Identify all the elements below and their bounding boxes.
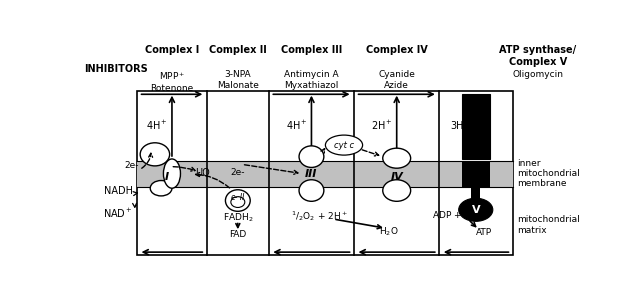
Bar: [137, 161, 513, 187]
Text: ADP + P$_i$: ADP + P$_i$: [432, 210, 473, 222]
Ellipse shape: [150, 181, 172, 196]
Text: Antimycin A
Myxathiazol: Antimycin A Myxathiazol: [284, 70, 339, 90]
Text: 3-NPA
Malonate: 3-NPA Malonate: [217, 70, 259, 90]
Ellipse shape: [299, 180, 324, 201]
Text: 4H$^+$: 4H$^+$: [286, 119, 308, 132]
Text: UQ: UQ: [195, 168, 210, 178]
Text: III: III: [305, 169, 317, 179]
Text: 2e-: 2e-: [124, 162, 139, 170]
Text: INHIBITORS: INHIBITORS: [84, 64, 148, 74]
Text: IV: IV: [390, 172, 403, 182]
Bar: [462, 94, 489, 159]
Ellipse shape: [383, 180, 411, 201]
Text: NADH: NADH: [104, 186, 133, 195]
Text: FAD: FAD: [229, 230, 247, 239]
Text: FADH$_2$: FADH$_2$: [223, 211, 253, 224]
Text: Complex IV: Complex IV: [366, 45, 428, 55]
Ellipse shape: [164, 159, 180, 188]
Ellipse shape: [225, 190, 251, 211]
Text: ATP: ATP: [475, 228, 491, 238]
Text: Cyanide
Azide: Cyanide Azide: [378, 70, 415, 90]
Text: 4H$^+$: 4H$^+$: [146, 119, 168, 132]
Text: V: V: [471, 205, 480, 215]
Text: $^{1}/_2$O$_2$ + 2H$^+$: $^{1}/_2$O$_2$ + 2H$^+$: [291, 209, 348, 223]
Text: mitochondrial
matrix: mitochondrial matrix: [518, 215, 580, 235]
Text: Complex I: Complex I: [145, 45, 199, 55]
Ellipse shape: [325, 135, 363, 155]
Text: cyt c: cyt c: [334, 141, 354, 150]
Text: 2H$^+$: 2H$^+$: [371, 119, 393, 132]
Text: MPP$^+$
Rotenone: MPP$^+$ Rotenone: [150, 70, 194, 92]
Text: e-·II: e-·II: [231, 193, 245, 202]
Ellipse shape: [383, 148, 411, 168]
Text: 3H$^+$: 3H$^+$: [450, 119, 472, 132]
Ellipse shape: [299, 146, 324, 167]
Bar: [471, 187, 480, 204]
Text: ATP synthase/
Complex V: ATP synthase/ Complex V: [499, 45, 576, 66]
Text: 2e-: 2e-: [231, 168, 245, 177]
Text: Complex II: Complex II: [209, 45, 267, 55]
Text: Complex III: Complex III: [281, 45, 342, 55]
Text: inner
mitochondrial
membrane: inner mitochondrial membrane: [518, 159, 580, 189]
Text: NAD$^+$: NAD$^+$: [104, 207, 133, 220]
Ellipse shape: [231, 197, 245, 207]
Bar: [137, 91, 513, 255]
Ellipse shape: [140, 143, 169, 166]
Bar: [462, 161, 489, 187]
Text: Oligomycin: Oligomycin: [512, 70, 564, 79]
Ellipse shape: [459, 198, 493, 221]
Text: H$_2$O: H$_2$O: [379, 225, 399, 238]
Text: I: I: [164, 172, 169, 182]
